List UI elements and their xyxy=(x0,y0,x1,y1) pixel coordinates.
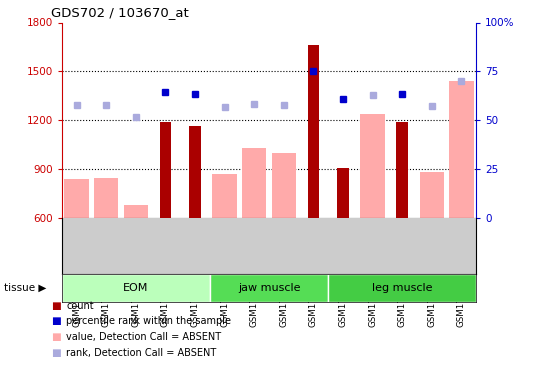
Bar xyxy=(328,274,476,302)
Text: ■: ■ xyxy=(51,301,61,310)
Text: count: count xyxy=(66,301,94,310)
Text: EOM: EOM xyxy=(123,283,148,293)
Bar xyxy=(272,153,296,218)
Bar xyxy=(189,126,201,218)
Text: jaw muscle: jaw muscle xyxy=(238,283,300,293)
Bar xyxy=(308,45,319,218)
Bar xyxy=(65,178,89,218)
Text: GDS702 / 103670_at: GDS702 / 103670_at xyxy=(51,6,189,19)
Bar xyxy=(360,114,385,218)
Bar xyxy=(160,122,171,218)
Bar xyxy=(124,204,148,218)
Text: ■: ■ xyxy=(51,348,61,358)
Bar xyxy=(242,148,266,217)
Text: percentile rank within the sample: percentile rank within the sample xyxy=(66,316,231,326)
Text: rank, Detection Call = ABSENT: rank, Detection Call = ABSENT xyxy=(66,348,216,358)
Bar xyxy=(210,274,328,302)
Text: ■: ■ xyxy=(51,332,61,342)
Text: ■: ■ xyxy=(51,316,61,326)
Bar xyxy=(62,274,210,302)
Bar xyxy=(337,168,349,217)
Bar xyxy=(213,174,237,217)
Bar xyxy=(94,178,118,218)
Bar xyxy=(449,81,473,218)
Bar xyxy=(397,122,408,218)
Text: tissue ▶: tissue ▶ xyxy=(4,283,47,293)
Text: value, Detection Call = ABSENT: value, Detection Call = ABSENT xyxy=(66,332,221,342)
Text: leg muscle: leg muscle xyxy=(372,283,433,293)
Bar xyxy=(420,172,444,217)
